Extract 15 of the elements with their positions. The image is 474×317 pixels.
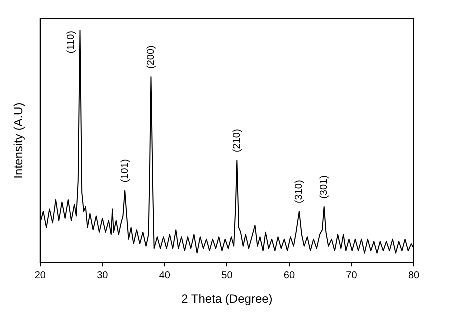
annotation: (110) <box>66 30 77 54</box>
x-tick-label: 60 <box>284 270 296 282</box>
annotation: (301) <box>319 176 330 199</box>
annotation: (200) <box>146 46 157 69</box>
x-tick-label: 70 <box>346 270 358 282</box>
annotation: (210) <box>232 129 243 153</box>
x-tick-label: 80 <box>408 270 420 282</box>
annotation: (101) <box>120 159 131 183</box>
y-axis-title: Intensity (A.U) <box>12 102 26 179</box>
annotation: (310) <box>294 180 306 204</box>
x-tick-label: 50 <box>222 270 234 282</box>
x-axis-title: 2 Theta (Degree) <box>182 292 273 306</box>
x-tick-label: 30 <box>97 270 109 282</box>
x-tick-label: 20 <box>34 270 46 282</box>
x-tick-label: 40 <box>159 270 171 282</box>
